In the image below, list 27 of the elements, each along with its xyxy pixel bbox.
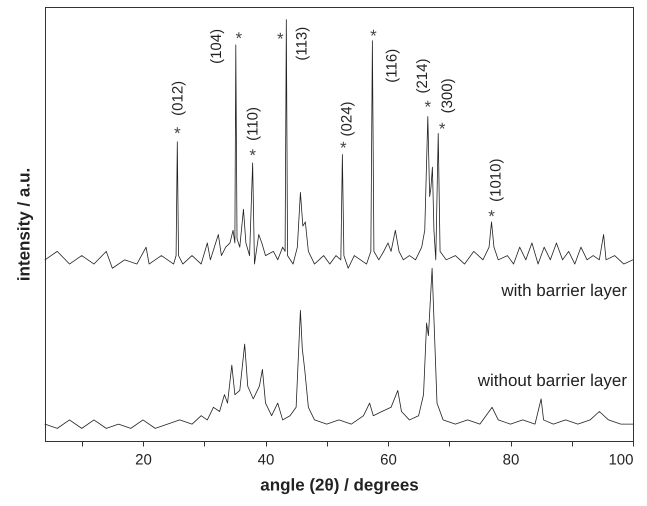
- annotation: *: [438, 119, 446, 138]
- x-axis-title: angle (2θ) / degrees: [260, 476, 419, 494]
- annotation: *: [249, 146, 256, 165]
- annotation: *: [174, 124, 181, 143]
- y-axis-title: intensity / a.u.: [14, 168, 34, 282]
- annotation: (110): [244, 106, 262, 141]
- x-tick-label: 60: [380, 452, 397, 468]
- annotation: (300): [439, 78, 456, 114]
- x-tick-label: 40: [258, 452, 274, 468]
- annotation: *: [488, 206, 496, 226]
- annotation: *: [235, 28, 242, 48]
- annotation: (012): [169, 80, 186, 116]
- annotation: (104): [208, 28, 225, 64]
- annotation: (113): [293, 26, 310, 61]
- annotation: *: [277, 30, 284, 49]
- annotation: (1010): [488, 158, 505, 202]
- x-tick-label: 100: [608, 452, 634, 468]
- annotation: *: [340, 138, 348, 158]
- annotation: *: [370, 26, 378, 46]
- x-tick-label: 80: [502, 452, 520, 468]
- series-label: without barrier layer: [476, 371, 628, 390]
- annotation: *: [424, 98, 432, 117]
- annotation: (024): [338, 101, 356, 136]
- x-tick-label: 20: [135, 452, 152, 468]
- series-label: with barrier layer: [500, 280, 628, 300]
- annotation: (116): [383, 48, 400, 83]
- annotation: (214): [414, 58, 431, 94]
